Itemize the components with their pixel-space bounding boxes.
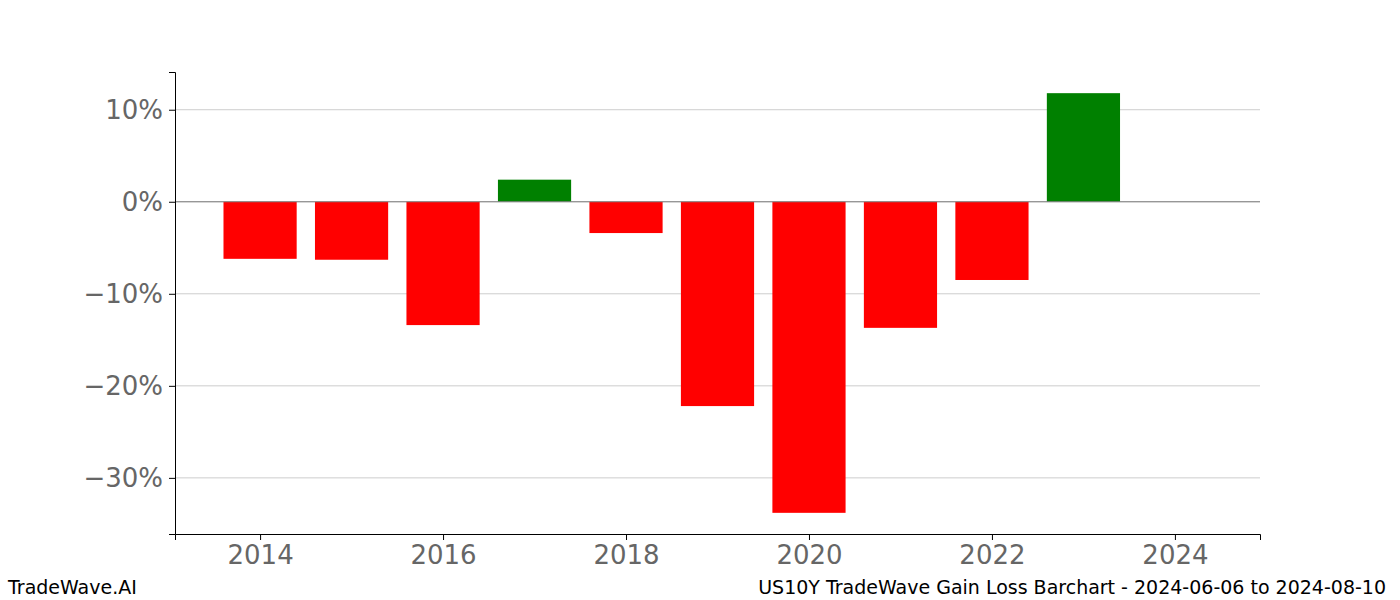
- y-tick-label: 10%: [105, 95, 163, 125]
- x-tick-mark: [626, 534, 627, 540]
- y-tick-label: −30%: [83, 463, 163, 493]
- bar: [955, 202, 1028, 280]
- x-tick-mark: [260, 534, 261, 540]
- x-tick: 2016: [410, 534, 476, 570]
- x-tick: 2020: [776, 534, 842, 570]
- x-tick: 2018: [593, 534, 659, 570]
- x-axis-line: [176, 535, 1261, 541]
- y-tick-mark: [169, 202, 175, 203]
- bar: [406, 202, 479, 325]
- x-tick: 2022: [959, 534, 1025, 570]
- y-tick-label: −10%: [83, 279, 163, 309]
- annotation: US10Y TradeWave Gain Loss Barchart - 202…: [758, 576, 1386, 598]
- y-tick: −10%: [83, 279, 175, 309]
- x-tick: 2014: [227, 534, 293, 570]
- bar: [223, 202, 296, 259]
- x-tick-label: 2016: [410, 540, 476, 570]
- x-tick-mark: [992, 534, 993, 540]
- y-tick-label: −20%: [83, 371, 163, 401]
- x-tick: 2024: [1142, 534, 1208, 570]
- y-axis-line: [169, 73, 176, 535]
- bar: [1047, 93, 1120, 202]
- bar: [772, 202, 845, 513]
- bar: [589, 202, 662, 233]
- y-axis: −30% −20% −10% 0% 10%: [83, 73, 175, 535]
- y-tick: 10%: [105, 95, 175, 125]
- bars: [223, 93, 1120, 513]
- x-tick-mark: [809, 534, 810, 540]
- bar: [498, 180, 571, 202]
- x-axis: 2014 2016 2018 2020 2022 2024: [176, 534, 1261, 570]
- y-tick-mark: [169, 110, 175, 111]
- baseline: [175, 201, 1260, 202]
- chart: −30% −20% −10% 0% 10% 2014 2016 2018 2020 2022 202…: [0, 0, 1400, 600]
- y-tick: 0%: [122, 187, 175, 217]
- x-tick-label: 2018: [593, 540, 659, 570]
- y-tick-mark: [169, 386, 175, 387]
- x-tick-mark: [1175, 534, 1176, 540]
- bar: [681, 202, 754, 406]
- x-tick-label: 2022: [959, 540, 1025, 570]
- y-tick: −30%: [83, 463, 175, 493]
- grid-line: [175, 477, 1260, 478]
- x-tick-label: 2014: [227, 540, 293, 570]
- y-tick-mark: [169, 294, 175, 295]
- y-tick: −20%: [83, 371, 175, 401]
- x-tick-mark: [443, 534, 444, 540]
- grid-line: [175, 201, 1260, 202]
- x-tick-label: 2020: [776, 540, 842, 570]
- y-tick-label: 0%: [122, 187, 163, 217]
- annotation: TradeWave.AI: [7, 576, 137, 598]
- x-tick-label: 2024: [1142, 540, 1208, 570]
- bar: [315, 202, 388, 260]
- bar: [864, 202, 937, 328]
- y-tick-mark: [169, 478, 175, 479]
